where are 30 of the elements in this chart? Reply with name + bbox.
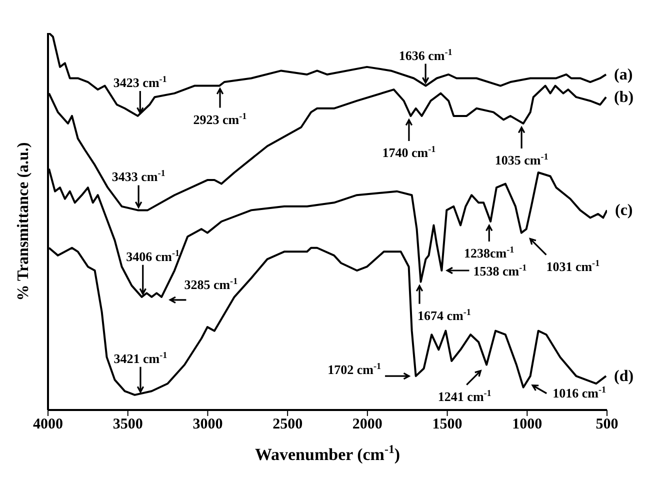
annotation: 1702 cm$^{-1}$: [328, 361, 382, 378]
annotation: 1538 cm$^{-1}$: [473, 262, 528, 279]
series-label: (d): [614, 368, 634, 386]
x-tick-label: 1500: [432, 416, 462, 433]
annotation: 1031 cm$^{-1}$: [546, 258, 600, 274]
x-tick-label: 3500: [112, 416, 143, 433]
x-tick-label: 1000: [512, 416, 542, 433]
x-axis-title: Wavenumber (cm$^{-1}$): [254, 442, 400, 464]
annotation: 3421 cm$^{-1}$: [114, 350, 168, 366]
annotation: 3433 cm$^{-1}$: [112, 168, 166, 184]
annotation: 1636 cm$^{-1}$: [398, 46, 453, 63]
annotation: 1035 cm$^{-1}$: [494, 151, 549, 168]
x-tick-label: 3000: [192, 416, 223, 433]
x-tick-label: 4000: [33, 416, 63, 433]
series-label: (b): [614, 89, 634, 106]
annotation: 1241 cm$^{-1}$: [438, 388, 492, 404]
series-label: (c): [615, 202, 633, 220]
annotation: 3406 cm$^{-1}$: [126, 248, 180, 264]
x-tick-label: 2500: [272, 416, 303, 433]
annotation: 3285 cm$^{-1}$: [184, 276, 238, 292]
annotation: 1016 cm$^{-1}$: [552, 384, 606, 400]
annotation: 1674 cm$^{-1}$: [417, 306, 472, 323]
x-tick-label: 2000: [352, 416, 382, 433]
x-tick-label: 500: [596, 416, 618, 433]
annotation: 2923 cm$^{-1}$: [193, 110, 248, 127]
series-label: (a): [614, 66, 633, 84]
annotation: 1740 cm$^{-1}$: [382, 144, 436, 160]
annotation: 1238cm$^{-1}$: [464, 244, 515, 260]
annotation: 3423 cm$^{-1}$: [113, 74, 168, 90]
y-axis-title: % Transmittance (a.u.): [15, 142, 32, 301]
